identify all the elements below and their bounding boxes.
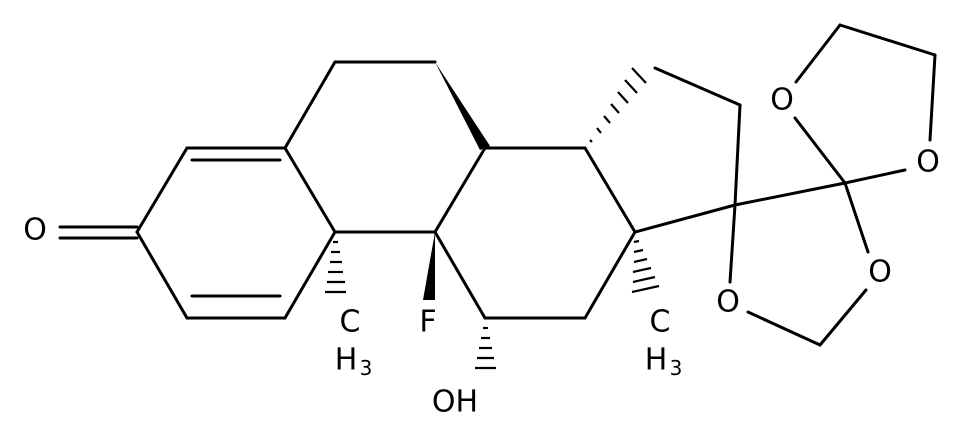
bond <box>433 230 487 320</box>
bond <box>433 146 487 234</box>
bond <box>283 60 337 150</box>
atom-label: F <box>419 305 436 340</box>
atom-label: O <box>916 145 940 180</box>
bond <box>624 79 638 94</box>
atom-label: OH <box>432 385 478 420</box>
bond <box>610 103 620 114</box>
atom-label: O <box>868 255 892 290</box>
hashed-bonds <box>325 67 660 370</box>
bond <box>633 203 737 234</box>
bond <box>283 146 337 234</box>
atom-label: O <box>23 213 47 248</box>
bond <box>818 288 868 347</box>
bond <box>583 230 637 320</box>
bond <box>283 230 337 320</box>
atom-label: 3 <box>670 356 683 380</box>
wedges <box>423 62 490 300</box>
bond <box>653 66 742 107</box>
bond <box>632 266 652 274</box>
bond <box>631 284 660 294</box>
bond <box>633 257 648 264</box>
atom-label: O <box>770 83 794 118</box>
bond <box>583 146 637 234</box>
atom-label: O <box>716 285 740 320</box>
bond <box>631 67 647 84</box>
bond <box>728 203 737 284</box>
bond <box>733 181 847 207</box>
bond <box>589 139 593 143</box>
bonds <box>58 23 937 347</box>
atom-label: H <box>645 343 668 378</box>
atom-label: C <box>340 305 361 340</box>
bond <box>843 168 907 185</box>
bond <box>838 23 937 57</box>
bond <box>135 146 189 234</box>
bond <box>603 115 611 124</box>
bond <box>633 239 640 244</box>
bond <box>596 127 602 134</box>
bond <box>733 103 742 207</box>
atom-label: 3 <box>360 356 373 380</box>
bond <box>633 248 644 254</box>
bond <box>435 62 490 150</box>
bond <box>793 116 847 185</box>
bond <box>423 232 435 300</box>
bond <box>632 275 656 284</box>
bond <box>746 310 822 347</box>
bond <box>843 181 870 254</box>
bond <box>135 230 189 320</box>
bond <box>928 53 937 142</box>
atom-label: H <box>335 343 358 378</box>
bond <box>794 23 842 84</box>
bond <box>617 91 629 104</box>
atom-label: C <box>650 305 671 340</box>
